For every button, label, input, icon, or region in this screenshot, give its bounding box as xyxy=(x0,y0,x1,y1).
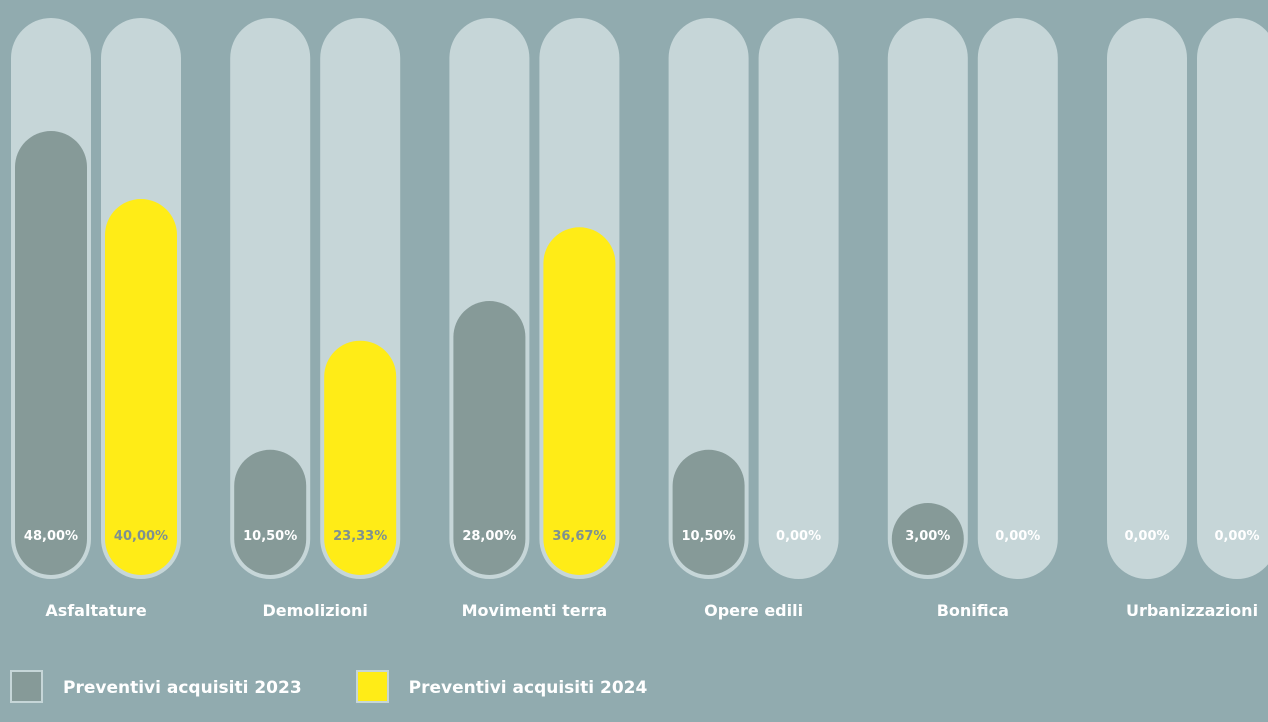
bar-track-opere-edili-2024 xyxy=(758,18,839,579)
category-label-bonifica: Bonifica xyxy=(937,601,1009,620)
category-label-demolizioni: Demolizioni xyxy=(262,601,367,620)
data-label-bonifica-2024: 0,00% xyxy=(995,529,1040,544)
bar-track-opere-edili-2023 xyxy=(668,18,749,579)
bar-track-urbanizzazioni-2024 xyxy=(1197,18,1268,579)
bar-asfaltature-2023 xyxy=(15,131,87,575)
bar-track-bonifica-2023 xyxy=(887,18,968,579)
data-label-movimenti-terra-2024: 36,67% xyxy=(552,529,606,544)
legend-item-2024: Preventivi acquisiti 2024 xyxy=(355,668,648,703)
bar-track-urbanizzazioni-2023 xyxy=(1107,18,1187,579)
data-label-asfaltature-2024: 40,00% xyxy=(114,529,168,544)
legend-label-2024: Preventivi acquisiti 2024 xyxy=(408,678,648,698)
legend-label-2023: Preventivi acquisiti 2023 xyxy=(63,678,302,698)
data-label-opere-edili-2023: 10,50% xyxy=(682,529,736,544)
bar-track-bonifica-2024 xyxy=(977,18,1058,579)
legend-item-2023: Preventivi acquisiti 2023 xyxy=(10,668,302,703)
bar-chart: 48,00% 40,00% Asfaltature 10,50% 23,33% Demol… xyxy=(11,18,1268,620)
data-label-demolizioni-2024: 23,33% xyxy=(333,529,387,544)
bar-track-demolizioni-2023 xyxy=(230,18,311,579)
category-label-asfaltature: Asfaltature xyxy=(45,601,147,620)
bar-asfaltature-2024 xyxy=(105,199,177,575)
bar-movimenti-terra-2024 xyxy=(543,227,616,575)
bar-movimenti-terra-2023 xyxy=(453,301,526,575)
category-label-movimenti-terra: Movimenti terra xyxy=(462,601,608,620)
legend: Preventivi acquisiti 2023 Preventivi acq… xyxy=(10,668,701,722)
bar-opere-edili-2023 xyxy=(672,449,745,575)
data-label-bonifica-2023: 3,00% xyxy=(905,529,950,544)
data-label-urbanizzazioni-2024: 0,00% xyxy=(1214,529,1259,544)
category-label-urbanizzazioni: Urbanizzazioni xyxy=(1126,601,1258,620)
data-label-demolizioni-2023: 10,50% xyxy=(243,529,297,544)
category-label-opere-edili: Opere edili xyxy=(704,601,803,620)
legend-swatch-2023 xyxy=(10,670,43,703)
bar-bonifica-2023 xyxy=(891,503,964,575)
data-label-opere-edili-2024: 0,00% xyxy=(776,529,821,544)
legend-swatch-2024 xyxy=(355,670,389,703)
data-label-urbanizzazioni-2023: 0,00% xyxy=(1124,529,1169,544)
bar-demolizioni-2023 xyxy=(234,449,307,575)
data-label-movimenti-terra-2023: 28,00% xyxy=(462,529,516,544)
data-label-asfaltature-2023: 48,00% xyxy=(24,529,78,544)
bar-demolizioni-2024 xyxy=(324,340,397,575)
